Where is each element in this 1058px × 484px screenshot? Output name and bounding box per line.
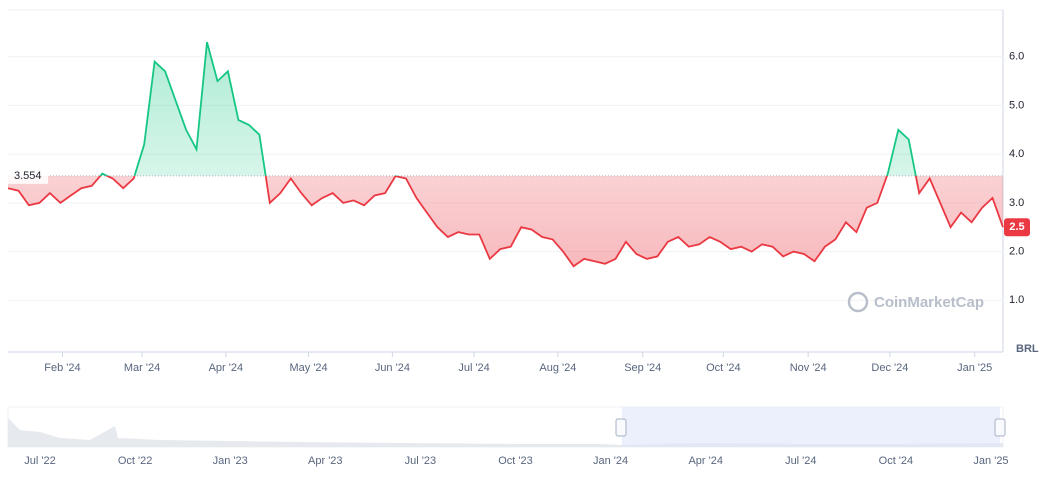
last-price-label: 2.5 [1009, 221, 1024, 233]
x-tick-label: Dec '24 [871, 362, 908, 374]
y-tick-label: 2.0 [1009, 245, 1024, 257]
navigator [7, 406, 1006, 448]
baseline-label-bg [8, 167, 48, 184]
y-tick-label: 3.0 [1009, 197, 1024, 209]
baseline-label: 3.554 [14, 170, 42, 182]
navigator-label: Jul '24 [785, 455, 816, 467]
navigator-selection[interactable] [622, 407, 1000, 447]
y-tick-label: 6.0 [1009, 51, 1024, 63]
x-tick-label: May '24 [290, 362, 328, 374]
x-tick-label: Mar '24 [124, 362, 160, 374]
price-line-down [7, 175, 1004, 268]
navigator-label: Jan '23 [213, 455, 248, 467]
navigator-label: Apr '23 [308, 455, 343, 467]
area-down [8, 175, 1003, 267]
navigator-label: Jan '24 [593, 455, 628, 467]
y-tick-label: 5.0 [1009, 99, 1024, 111]
x-tick-label: Jun '24 [375, 362, 410, 374]
navigator-handle[interactable] [615, 418, 627, 437]
navigator-label: Jan '25 [973, 455, 1008, 467]
navigator-label: Oct '23 [498, 455, 533, 467]
y-axis-label: BRL [1016, 343, 1039, 355]
x-tick-label: Feb '24 [44, 362, 80, 374]
navigator-label: Apr '24 [688, 455, 723, 467]
navigator-handle[interactable] [994, 418, 1006, 437]
x-tick-label: Jan '25 [957, 362, 992, 374]
watermark: CoinMarketCap [847, 291, 984, 313]
navigator-label: Oct '22 [118, 455, 153, 467]
x-tick-label: Jul '24 [458, 362, 489, 374]
y-tick-label: 1.0 [1009, 294, 1024, 306]
x-tick-label: Sep '24 [624, 362, 661, 374]
y-tick-label: 4.0 [1009, 148, 1024, 160]
area-up [8, 42, 1003, 176]
navigator-label: Oct '24 [879, 455, 914, 467]
navigator-label: Jul '22 [24, 455, 55, 467]
x-tick-label: Oct '24 [706, 362, 741, 374]
last-price-bg [1004, 218, 1030, 237]
x-tick-label: Aug '24 [539, 362, 576, 374]
price-line-up [99, 41, 917, 176]
x-tick-label: Apr '24 [209, 362, 244, 374]
x-tick-label: Nov '24 [790, 362, 827, 374]
navigator-label: Jul '23 [405, 455, 436, 467]
watermark-text: CoinMarketCap [874, 294, 984, 311]
